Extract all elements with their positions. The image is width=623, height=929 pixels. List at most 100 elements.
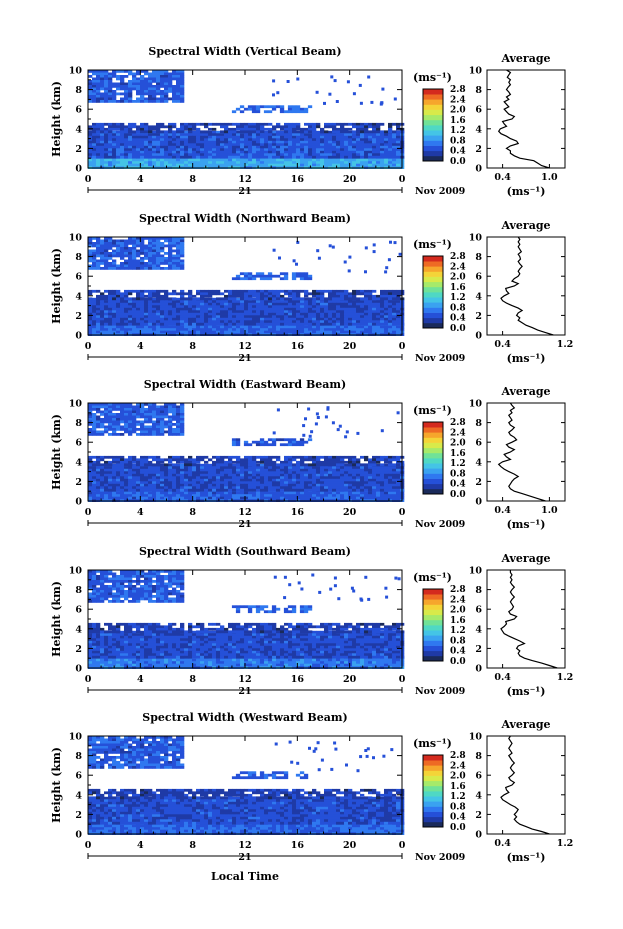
heat-cell [228,468,233,472]
heat-cell [176,80,181,83]
heat-cell [376,163,381,167]
heat-cell [392,294,397,298]
heat-cell [132,262,137,265]
heat-cell [216,138,221,142]
heat-cell [124,87,129,91]
heat-cell [196,494,201,497]
heat-cell [232,127,237,131]
heat-cell [116,305,121,309]
heat-cell [292,496,297,500]
heat-cell [252,122,257,126]
heat-cell [136,317,141,321]
heat-cell [116,468,121,472]
heat-cell [196,150,201,154]
heat-cell [352,328,357,331]
heat-cell [368,494,373,497]
heat-cell [88,481,93,485]
date-label: 21 [238,353,251,364]
heat-cell [372,312,377,316]
heat-cell [280,491,285,495]
heat-cell [252,155,257,159]
heat-cell [336,163,341,167]
heat-cell [260,143,265,147]
colorbar-tick-label: 1.6 [450,116,466,126]
heat-cell [292,145,297,149]
heat-cell [184,125,189,129]
heat-cell [316,289,321,293]
heat-cell [332,140,337,144]
heat-cell [192,315,197,319]
heat-cell [200,145,205,149]
heat-cell [224,294,229,298]
heat-cell [372,250,376,254]
heat-cell [144,305,149,309]
heat-cell [352,466,357,470]
heat-cell [356,478,361,482]
colorbar-tick-label: 0.0 [450,324,466,334]
heat-cell [132,302,137,306]
heat-cell [392,473,397,477]
heat-cell [324,496,329,500]
heat-cell [116,317,121,321]
heat-cell [288,150,293,154]
heat-cell [140,155,145,159]
heat-cell [243,274,249,278]
heat-cell [216,158,221,162]
heat-cell [148,264,153,268]
heat-cell [272,466,277,470]
heat-cell [168,237,173,240]
heat-cell [172,148,177,152]
heat-cell [308,312,313,316]
heat-cell [152,70,157,73]
heat-cell [132,257,137,260]
heat-cell [188,494,193,497]
heat-cell [156,310,161,314]
heat-cell [116,483,121,487]
heat-cell [247,272,253,276]
heat-cell [200,150,205,154]
heat-cell [268,476,273,480]
heat-cell [388,161,393,164]
heat-cell [156,322,161,326]
heat-cell [140,468,145,472]
heat-cell [264,153,269,157]
heat-cell [136,145,141,149]
heat-cell [288,133,293,137]
heat-cell [136,148,141,152]
heat-cell [180,145,185,149]
heat-cell [224,310,229,314]
heat-cell [172,90,177,93]
heat-cell [212,300,217,304]
heat-cell [292,328,297,331]
heat-cell [280,494,285,497]
heat-cell [240,294,245,298]
heat-cell [252,138,257,142]
heat-cell [360,476,365,480]
heat-cell [380,150,385,154]
heat-cell [330,75,334,79]
heat-cell [224,138,229,142]
heat-cell [340,481,345,485]
heat-cell [255,272,261,276]
heat-cell [312,307,317,311]
heat-cell [276,292,281,296]
heat-cell [304,325,309,329]
heat-cell [132,494,137,497]
heat-cell [172,92,177,96]
heat-cell [256,468,261,472]
heat-cell [284,143,289,147]
heat-cell [208,302,213,306]
heat-cell [259,274,265,278]
heat-cell [188,145,193,149]
heat-cell [172,70,177,73]
heat-cell [200,297,205,301]
heat-cell [128,249,133,253]
heat-cell [396,155,401,159]
heat-cell [208,300,213,304]
heat-cell [112,254,117,258]
heat-cell [296,153,301,157]
heat-cell [156,491,161,495]
heat-cell [116,163,121,167]
heat-cell [232,122,237,126]
heat-cell [156,97,161,101]
